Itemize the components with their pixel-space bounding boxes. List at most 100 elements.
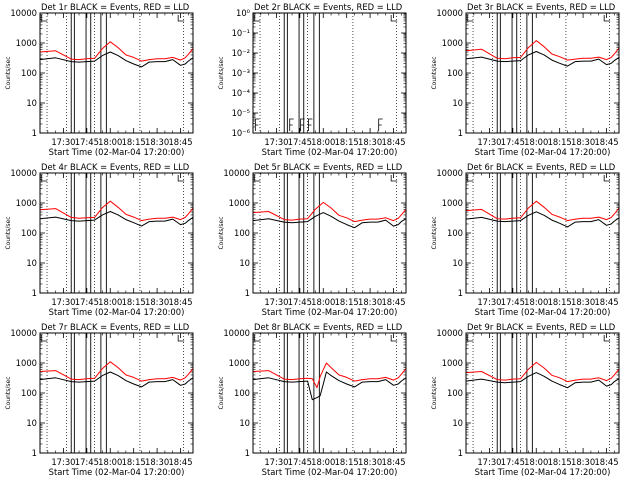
y-tick-label: 10⁻¹ [232,28,250,38]
x-axis-label: Start Time (02-Mar-04 17:20:00) [49,467,185,477]
x-tick-label: 17:45 [75,457,99,467]
y-tick-label: 10⁻³ [232,68,250,78]
interval-marker [177,175,185,182]
x-tick-label: 18:00 [311,297,335,307]
interval-marker [177,335,185,342]
y-tick-label: 1 [458,288,463,298]
y-tick-label: 10000 [436,328,463,338]
x-tick-label: 18:15 [548,137,572,147]
panel-title: Det 5r BLACK = Events, RED = LLD [254,162,402,172]
interval-marker [40,15,48,22]
panel-det-9: Det 9r BLACK = Events, RED = LLD Counts/s… [431,322,620,477]
interval-marker [253,15,261,22]
y-tick-label: 1000 [229,358,250,368]
series-events-line [252,371,407,401]
x-tick-label: 18:30 [358,297,382,307]
x-tick-label: 18:00 [98,137,122,147]
x-tick-label: 18:00 [524,457,548,467]
x-tick-label: 17:30 [51,457,75,467]
x-axis-label: Start Time (02-Mar-04 17:20:00) [475,147,611,157]
y-tick-label: 1 [458,128,463,138]
flag-marker [308,118,313,131]
y-tick-label: 10 [26,258,37,268]
x-tick-label: 18:45 [168,457,192,467]
x-tick-label: 17:45 [288,137,312,147]
x-tick-label: 18:45 [381,297,405,307]
panel-det-1: Det 1r BLACK = Events, RED = LLD Counts/s… [5,2,194,157]
x-tick-label: 18:15 [335,297,359,307]
interval-marker [253,175,261,182]
interval-marker [177,15,185,22]
plot-frame [465,332,620,454]
y-axis-label: Counts/sec [431,56,438,89]
x-tick-label: 17:45 [75,297,99,307]
x-tick-label: 18:45 [168,297,192,307]
x-axis-label: Start Time (02-Mar-04 17:20:00) [475,467,611,477]
y-tick-label: 10⁻⁴ [232,88,251,98]
panel-det-2: Det 2r BLACK = Events, RED = LLD Counts/s… [218,2,407,157]
x-tick-label: 18:15 [122,137,146,147]
y-tick-label: 100 [21,68,37,78]
y-tick-label: 10⁻⁵ [232,108,250,118]
y-tick-label: 1000 [16,198,37,208]
series-lld-line [465,40,620,61]
x-tick-label: 18:45 [594,137,618,147]
plot-frame [39,332,194,454]
x-axis-label: Start Time (02-Mar-04 17:20:00) [262,467,398,477]
x-tick-label: 17:30 [51,137,75,147]
panel-title: Det 9r BLACK = Events, RED = LLD [467,322,615,332]
x-tick-label: 18:00 [311,137,335,147]
y-tick-label: 10000 [436,8,463,18]
series-events-line [39,371,194,388]
x-tick-label: 18:00 [524,137,548,147]
y-tick-label: 10000 [436,168,463,178]
x-tick-label: 18:15 [122,297,146,307]
y-tick-label: 10 [26,418,37,428]
interval-marker [390,15,398,22]
x-tick-label: 17:30 [51,297,75,307]
x-tick-label: 18:00 [311,457,335,467]
x-tick-label: 17:30 [477,457,501,467]
series-lld-line [252,362,407,389]
plot-frame [252,12,407,134]
x-tick-label: 17:45 [288,457,312,467]
series-lld-line [465,361,620,383]
x-tick-label: 18:15 [335,457,359,467]
panel-title: Det 7r BLACK = Events, RED = LLD [41,322,189,332]
x-tick-label: 17:45 [501,297,525,307]
interval-marker [253,335,261,342]
plot-frame [252,332,407,454]
y-tick-label: 100 [234,388,250,398]
y-tick-label: 10 [452,418,463,428]
x-tick-label: 17:30 [264,137,288,147]
y-tick-label: 10 [239,258,250,268]
flag-marker [300,118,305,131]
y-tick-label: 10 [452,258,463,268]
panel-det-3: Det 3r BLACK = Events, RED = LLD Counts/s… [431,2,620,157]
series-lld-line [252,201,407,223]
series-events-line [465,51,620,67]
y-tick-label: 100 [234,228,250,238]
x-tick-label: 17:30 [477,137,501,147]
y-tick-label: 1000 [442,198,463,208]
interval-marker [40,175,48,182]
y-tick-label: 100 [447,228,463,238]
y-tick-label: 1 [245,448,250,458]
y-tick-label: 10000 [223,168,250,178]
interval-marker [603,15,611,22]
series-events-line [39,51,194,68]
x-tick-label: 18:00 [98,297,122,307]
y-axis-label: Counts/sec [431,216,438,249]
panel-det-7: Det 7r BLACK = Events, RED = LLD Counts/s… [5,322,194,477]
y-tick-label: 1 [32,128,37,138]
x-tick-label: 17:45 [288,297,312,307]
panel-title: Det 8r BLACK = Events, RED = LLD [254,322,402,332]
x-tick-label: 18:45 [381,457,405,467]
y-tick-label: 100 [21,388,37,398]
series-lld-line [39,41,194,62]
panel-title: Det 4r BLACK = Events, RED = LLD [41,162,189,172]
y-tick-label: 1 [32,448,37,458]
plot-frame [465,12,620,134]
x-tick-label: 18:45 [594,297,618,307]
x-axis-label: Start Time (02-Mar-04 17:20:00) [475,307,611,317]
